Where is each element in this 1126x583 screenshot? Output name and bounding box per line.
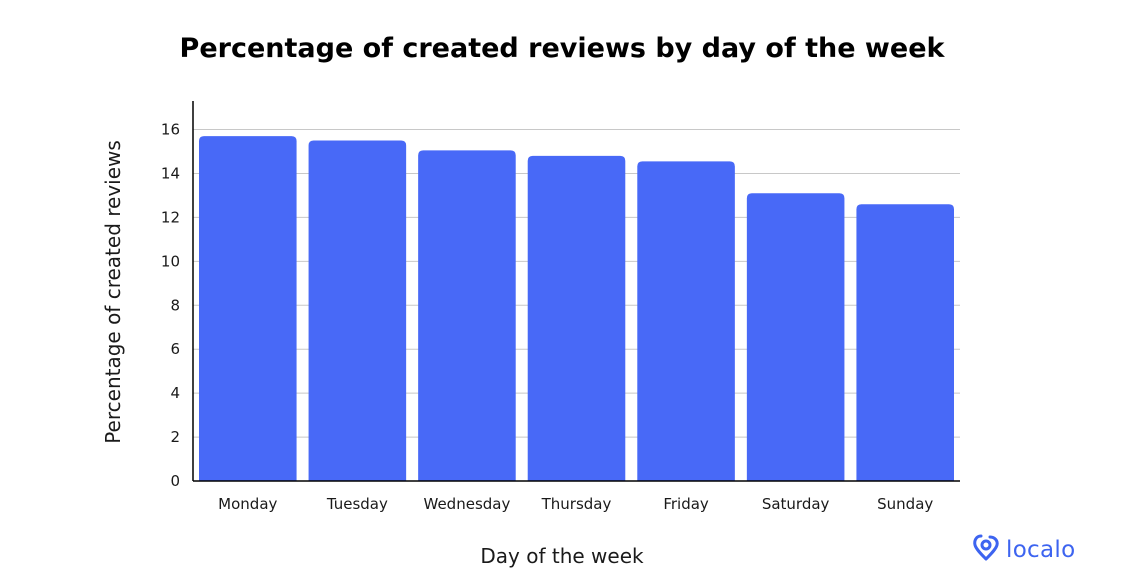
y-tick-label: 0 bbox=[170, 472, 180, 490]
x-tick-label: Saturday bbox=[762, 495, 830, 513]
y-axis-ticks: 0 2 4 6 8 10 12 14 16 bbox=[161, 121, 180, 490]
x-tick-label: Tuesday bbox=[326, 495, 388, 513]
chart-title: Percentage of created reviews by day of … bbox=[180, 33, 946, 64]
bar-thursday bbox=[527, 155, 626, 481]
y-tick-label: 2 bbox=[170, 428, 180, 446]
x-tick-label: Monday bbox=[218, 495, 277, 513]
brand-name: localo bbox=[1006, 536, 1076, 563]
y-tick-label: 10 bbox=[161, 252, 180, 270]
y-tick-label: 6 bbox=[170, 340, 180, 358]
bars bbox=[199, 136, 954, 482]
brand-logo: localo bbox=[972, 532, 1075, 567]
x-tick-label: Thursday bbox=[541, 495, 612, 513]
location-pin-icon bbox=[972, 532, 1000, 567]
bar-wednesday bbox=[418, 150, 516, 481]
bar-saturday bbox=[746, 193, 845, 481]
y-tick-label: 14 bbox=[161, 164, 180, 182]
x-axis-ticks: Monday Tuesday Wednesday Thursday Friday Satu… bbox=[218, 495, 933, 513]
bar-tuesday bbox=[308, 140, 407, 481]
bar-sunday bbox=[856, 204, 954, 481]
y-axis-label: Percentage of created reviews bbox=[101, 140, 125, 444]
y-tick-label: 8 bbox=[170, 296, 180, 314]
bar-monday bbox=[199, 136, 297, 481]
y-tick-label: 16 bbox=[161, 121, 180, 139]
x-tick-label: Wednesday bbox=[424, 495, 511, 513]
y-tick-label: 12 bbox=[161, 208, 180, 226]
y-tick-label: 4 bbox=[170, 384, 180, 402]
x-tick-label: Sunday bbox=[877, 495, 933, 513]
x-tick-label: Friday bbox=[663, 495, 709, 513]
x-axis-label: Day of the week bbox=[480, 544, 644, 568]
bar-friday bbox=[637, 161, 735, 482]
